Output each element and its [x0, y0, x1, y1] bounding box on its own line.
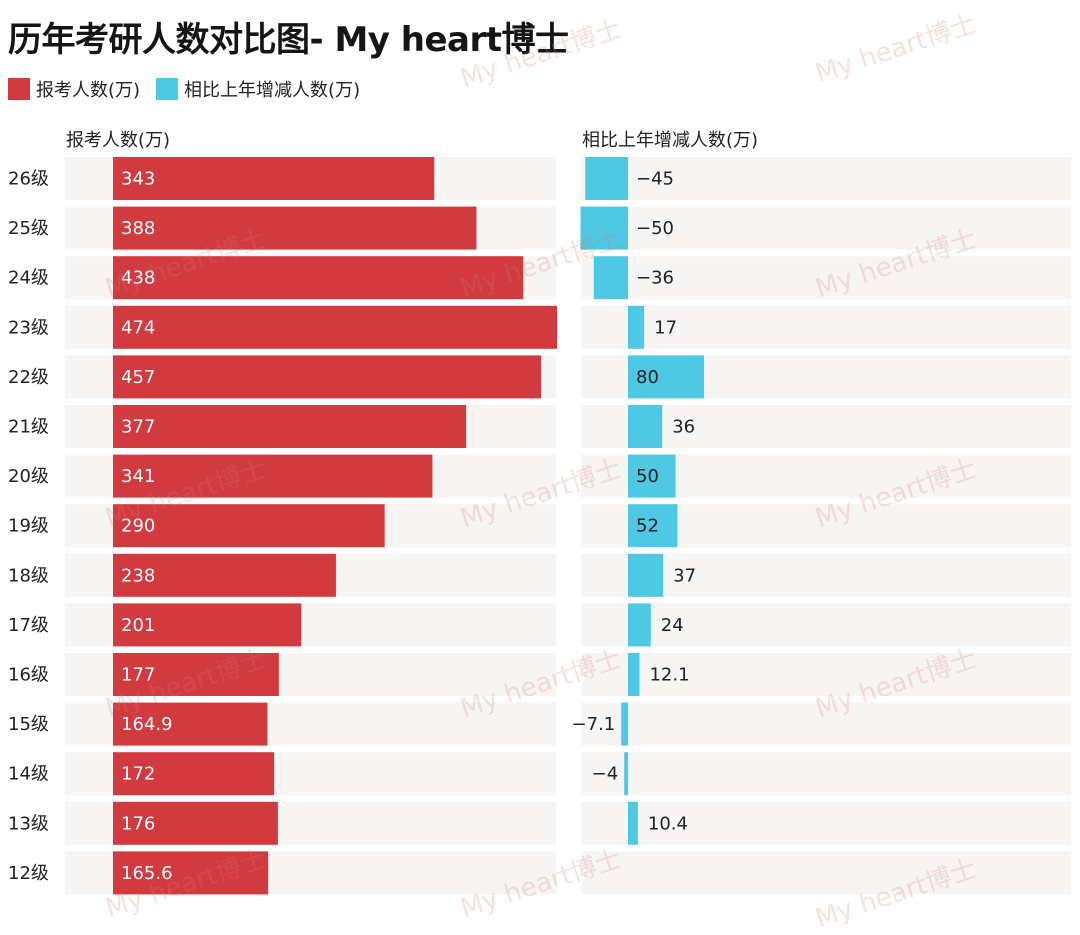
registrants-value-label: 341	[121, 466, 155, 487]
registrants-value-label: 457	[121, 367, 155, 388]
change-bar	[580, 206, 628, 250]
change-bar	[628, 801, 638, 845]
change-bar	[621, 702, 628, 746]
registrants-value-label: 438	[121, 268, 155, 289]
change-bar	[593, 256, 628, 300]
change-value-label: −50	[636, 218, 674, 239]
bar-charts: 26级 343 −45 25级 388 −50 24级 438 −36 23级 474 17 22级 45…	[8, 157, 1071, 895]
category-label: 15级	[8, 714, 49, 735]
registrants-bar	[113, 405, 467, 448]
row-bg-right	[581, 603, 1071, 647]
change-value-label: −36	[636, 268, 674, 289]
registrants-bar	[113, 305, 557, 349]
registrants-value-label: 290	[121, 516, 155, 537]
registrants-value-label: 172	[121, 764, 155, 785]
category-label: 23级	[8, 317, 49, 338]
change-bar	[628, 553, 664, 597]
registrants-bar	[113, 801, 278, 845]
registrants-value-label: 201	[121, 615, 155, 636]
category-label: 25级	[8, 218, 49, 239]
legend-swatch-red	[8, 78, 30, 100]
registrants-value-label: 176	[121, 813, 155, 834]
change-value-label: 17	[654, 317, 677, 338]
registrants-value-label: 377	[121, 417, 155, 438]
registrants-value-label: 238	[121, 565, 155, 586]
registrants-value-label: 388	[121, 218, 155, 239]
row-bg-right	[581, 653, 1071, 696]
registrants-bar	[113, 851, 269, 895]
category-label: 14级	[8, 764, 49, 785]
change-value-label: 80	[636, 367, 659, 388]
change-value-label: 10.4	[648, 813, 688, 834]
change-value-label: 24	[661, 615, 684, 636]
registrants-bar	[113, 702, 268, 746]
change-value-label: −45	[636, 169, 674, 190]
legend-label-registrants: 报考人数(万)	[36, 80, 141, 101]
legend: 报考人数(万) 相比上年增减人数(万)	[8, 76, 376, 102]
change-value-label: 36	[672, 417, 695, 438]
change-value-label: 12.1	[649, 665, 689, 686]
registrants-value-label: 177	[121, 665, 155, 686]
change-bar	[628, 653, 640, 696]
change-value-label: −7.1	[572, 714, 616, 735]
registrants-bar	[113, 752, 275, 796]
category-label: 17级	[8, 615, 49, 636]
left-panel-title: 报考人数(万)	[66, 130, 171, 151]
category-label: 21级	[8, 417, 49, 438]
row-bg-right	[581, 256, 1071, 300]
row-bg-right	[581, 801, 1071, 845]
registrants-bar	[113, 454, 433, 498]
change-value-label: 37	[673, 565, 696, 586]
registrants-bar	[113, 553, 336, 597]
registrants-value-label: 165.6	[121, 863, 173, 884]
change-bar	[628, 454, 676, 498]
category-label: 20级	[8, 466, 49, 487]
change-value-label: 52	[636, 516, 659, 537]
row-bg-right	[581, 752, 1071, 796]
category-label: 24级	[8, 268, 49, 289]
registrants-bar	[113, 504, 385, 548]
row-bg-right	[581, 702, 1071, 746]
category-label: 16级	[8, 665, 49, 686]
category-label: 22级	[8, 367, 49, 388]
change-bar	[628, 305, 645, 349]
category-label: 19级	[8, 516, 49, 537]
change-bar	[628, 504, 678, 548]
registrants-value-label: 474	[121, 317, 155, 338]
registrants-bar	[113, 653, 279, 696]
registrants-bar	[113, 256, 524, 300]
category-label: 26级	[8, 169, 49, 190]
change-bar	[628, 603, 651, 647]
change-value-label: 50	[636, 466, 659, 487]
change-bar	[628, 405, 663, 448]
change-bar	[585, 157, 628, 200]
category-label: 13级	[8, 813, 49, 834]
registrants-value-label: 164.9	[121, 714, 173, 735]
registrants-bar	[113, 206, 477, 250]
legend-swatch-cyan	[156, 78, 179, 100]
row-bg-right	[581, 157, 1071, 200]
registrants-bar	[113, 157, 435, 200]
right-panel-title: 相比上年增减人数(万)	[582, 130, 759, 151]
legend-label-change: 相比上年增减人数(万)	[184, 80, 361, 101]
legend-item-change: 相比上年增减人数(万)	[156, 76, 360, 102]
row-bg-right	[581, 206, 1071, 250]
category-label: 18级	[8, 565, 49, 586]
row-bg-right	[581, 405, 1071, 448]
registrants-bar	[113, 355, 542, 399]
row-bg-right	[581, 305, 1071, 349]
change-bar	[624, 752, 628, 796]
registrants-value-label: 343	[121, 169, 155, 190]
registrants-bar	[113, 603, 302, 647]
change-bar	[628, 355, 704, 399]
row-bg-right	[581, 851, 1071, 895]
category-label: 12级	[8, 863, 49, 884]
legend-item-registrants: 报考人数(万)	[8, 76, 140, 102]
change-value-label: −4	[592, 764, 619, 785]
chart-title: 历年考研人数对比图- My heart博士	[8, 20, 569, 60]
